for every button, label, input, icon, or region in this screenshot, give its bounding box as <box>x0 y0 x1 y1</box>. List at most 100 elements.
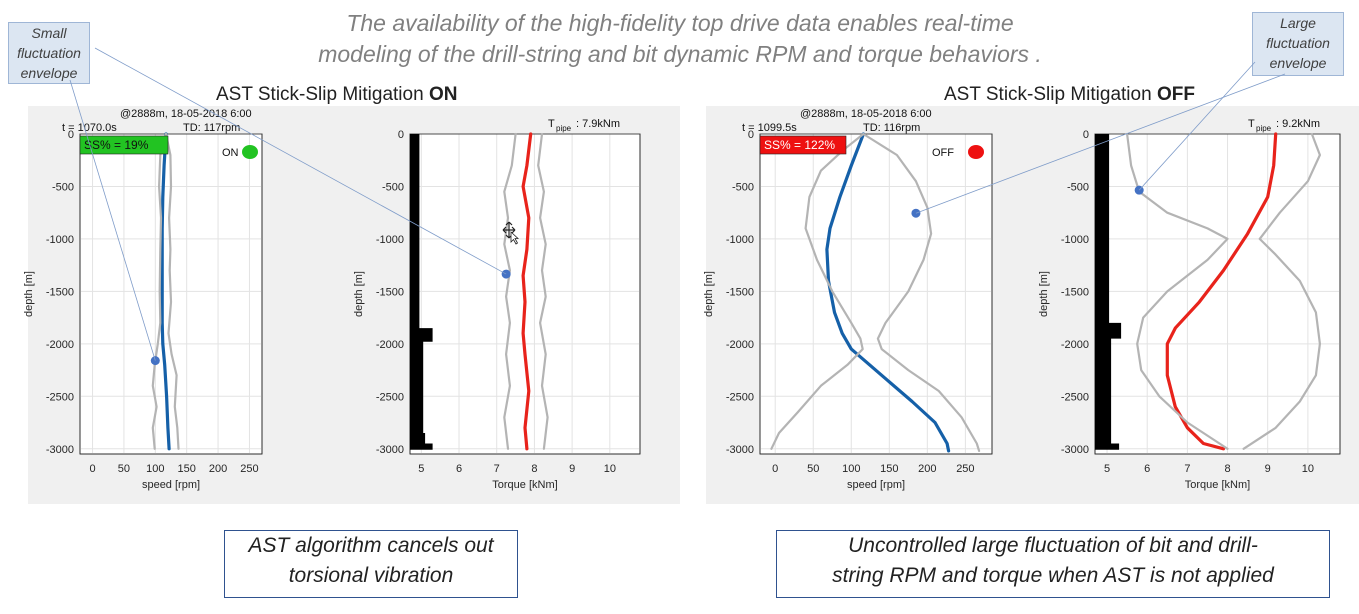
x-tick-label: 100 <box>146 463 164 475</box>
x-tick-label: 9 <box>1265 463 1271 475</box>
y-tick-label: -500 <box>382 181 404 193</box>
x-tick-label: 7 <box>494 463 500 475</box>
x-tick-label: 50 <box>118 463 130 475</box>
cursor-arrows <box>502 221 516 239</box>
panel-title-off-bold: OFF <box>1156 84 1195 105</box>
y-tick-label: -1000 <box>1061 234 1089 246</box>
series-envelope-low-line <box>1126 132 1229 450</box>
y-tick-label: -1500 <box>726 286 754 298</box>
x-axis-label: speed [rpm] <box>142 479 200 491</box>
plot-area <box>759 133 993 455</box>
panel-title-on-bold: ON <box>428 84 458 105</box>
y-tick-label: -3000 <box>1061 444 1089 456</box>
move-cursor-icon <box>502 221 520 245</box>
summary-box-off: Uncontrolled large fluctuation of bit an… <box>776 530 1330 598</box>
x-tick-label: 250 <box>956 463 974 475</box>
x-tick-label: 5 <box>418 463 424 475</box>
headline-line2: modeling of the drill-string and bit dyn… <box>318 41 1042 67</box>
y-tick-label: -500 <box>52 181 74 193</box>
panel-title-off: AST Stick-Slip Mitigation OFF <box>944 84 1195 106</box>
callout-small-line3: envelope <box>20 65 78 81</box>
x-tick-label: 5 <box>1104 463 1110 475</box>
header-tpipe-value: : 7.9kNm <box>576 118 620 130</box>
plot-area <box>1094 133 1341 455</box>
y-tick-label: -2500 <box>376 391 404 403</box>
y-axis-label: depth [m] <box>353 271 365 317</box>
callout-small-line2: fluctuation <box>17 45 81 61</box>
x-tick-label: 0 <box>772 463 778 475</box>
header-tpipe-sub: pipe <box>556 124 572 133</box>
y-tick-label: -2000 <box>46 339 74 351</box>
ss-badge <box>79 135 169 155</box>
small-fluctuation-callout: Small fluctuation envelope <box>8 22 90 84</box>
plot-border <box>79 133 263 455</box>
ss-label: SS% = 19% <box>84 138 149 152</box>
callout-large-line3: envelope <box>1269 55 1327 71</box>
y-tick-label: -500 <box>732 181 754 193</box>
y-tick-label: -2000 <box>376 339 404 351</box>
series-mean-line <box>1165 132 1278 451</box>
summary-off-line1: Uncontrolled large fluctuation of bit an… <box>848 534 1258 557</box>
connector-small-to-on-torque <box>94 47 507 275</box>
summary-box-on: AST algorithm cancels out torsional vibr… <box>224 530 518 598</box>
x-axis-label: Torque [kNm] <box>1185 479 1250 491</box>
x-tick-label: 200 <box>918 463 936 475</box>
panel-title-on-text: AST Stick-Slip Mitigation <box>216 84 424 105</box>
y-tick-label: -1000 <box>726 234 754 246</box>
headline-line1: The availability of the high-fidelity to… <box>346 10 1014 36</box>
series-envelope-high-line <box>1242 132 1321 450</box>
status-dot-icon <box>968 145 984 159</box>
x-tick-label: 100 <box>842 463 860 475</box>
header-timestamp: @2888m, 18-05-2018 6:00 <box>120 108 252 120</box>
ss-badge <box>759 135 847 155</box>
header-tpipe: T <box>1248 118 1255 130</box>
x-tick-label: 7 <box>1184 463 1190 475</box>
y-tick-label: -1500 <box>376 286 404 298</box>
x-tick-label: 9 <box>569 463 575 475</box>
y-tick-label: 0 <box>748 129 754 141</box>
y-tick-label: -3000 <box>726 444 754 456</box>
header-timestamp: @2888m, 18-05-2018 6:00 <box>800 108 932 120</box>
series-envelope-low-line <box>770 132 865 450</box>
x-tick-label: 10 <box>604 463 616 475</box>
header-time: t = 1070.0s <box>62 122 117 134</box>
y-tick-label: -2000 <box>726 339 754 351</box>
x-tick-label: 8 <box>531 463 537 475</box>
plot-border <box>759 133 993 455</box>
large-fluctuation-callout: Large fluctuation envelope <box>1252 12 1344 76</box>
y-tick-label: -1000 <box>46 234 74 246</box>
summary-on-line2: torsional vibration <box>288 564 454 587</box>
drill-string-bar <box>1095 134 1122 450</box>
series-envelope-high-line <box>164 132 180 450</box>
x-tick-label: 8 <box>1224 463 1230 475</box>
series-mean-line <box>825 132 951 453</box>
status-label: ON <box>222 147 239 159</box>
drill-string-bar <box>410 134 433 450</box>
panel-title-on: AST Stick-Slip Mitigation ON <box>216 84 457 106</box>
y-tick-label: -3000 <box>46 444 74 456</box>
plot-on-speed: 0 50 100 150 200 250 0 -500 -1000 -1500 -2000 -2500… <box>23 108 263 491</box>
y-tick-label: -1500 <box>1061 286 1089 298</box>
plot-on-torque: 5 6 7 8 9 10 0 -500 -1000 -1500 -2000 -2500 -3000 Tor… <box>353 118 641 491</box>
y-tick-label: -1500 <box>46 286 74 298</box>
header-tpipe-value: : 9.2kNm <box>1276 118 1320 130</box>
x-tick-label: 6 <box>456 463 462 475</box>
ss-label: SS% = 122% <box>764 138 835 152</box>
y-axis-label: depth [m] <box>703 271 715 317</box>
y-tick-label: 0 <box>68 129 74 141</box>
x-tick-label: 10 <box>1302 463 1314 475</box>
status-label: OFF <box>932 147 954 159</box>
x-tick-label: 6 <box>1144 463 1150 475</box>
headline: The availability of the high-fidelity to… <box>200 8 1160 70</box>
y-tick-label: 0 <box>398 129 404 141</box>
header-tpipe: T <box>548 118 555 130</box>
connector-large-to-off-torque <box>1138 61 1256 191</box>
x-tick-label: 50 <box>807 463 819 475</box>
y-tick-label: -500 <box>1067 181 1089 193</box>
y-tick-label: -3000 <box>376 444 404 456</box>
series-envelope-low-line <box>151 132 168 450</box>
series-mean-line <box>521 132 533 451</box>
y-tick-label: -1000 <box>376 234 404 246</box>
y-tick-label: -2500 <box>726 391 754 403</box>
y-tick-label: -2500 <box>1061 391 1089 403</box>
